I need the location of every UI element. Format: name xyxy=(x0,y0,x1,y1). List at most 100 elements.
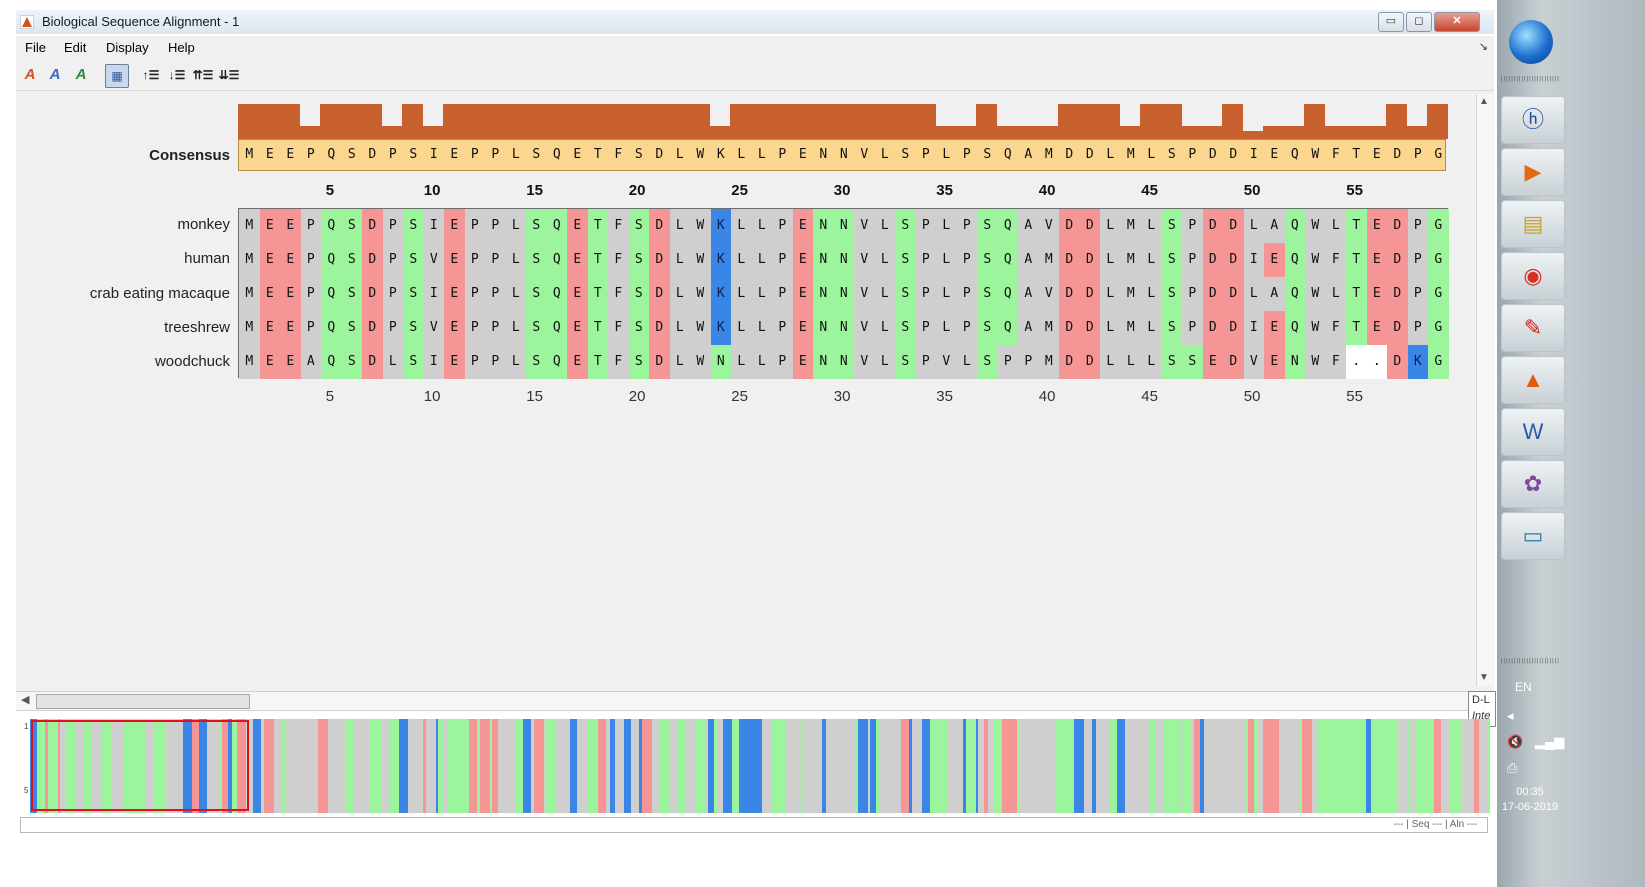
residue-cell[interactable]: D xyxy=(1079,209,1100,243)
residue-cell[interactable]: L xyxy=(1243,209,1264,243)
residue-cell[interactable]: N xyxy=(710,345,731,379)
residue-cell[interactable]: N xyxy=(813,345,834,379)
residue-cell[interactable]: V xyxy=(423,311,444,345)
residue-cell[interactable]: L xyxy=(1100,209,1121,243)
residue-cell[interactable]: S xyxy=(1161,311,1182,345)
residue-cell[interactable]: Q xyxy=(546,243,567,277)
network-signal-icon[interactable]: ▂▄▆ xyxy=(1535,734,1565,749)
residue-cell[interactable]: P xyxy=(485,277,506,311)
residue-cell[interactable]: P xyxy=(956,243,977,277)
residue-cell[interactable]: E xyxy=(259,243,280,277)
residue-cell[interactable]: P xyxy=(1407,209,1428,243)
residue-cell[interactable]: N xyxy=(813,311,834,345)
residue-cell[interactable]: P xyxy=(772,277,793,311)
indent-down-icon[interactable]: ↓☰ xyxy=(168,68,186,82)
residue-cell[interactable]: D xyxy=(362,209,383,243)
residue-cell[interactable]: P xyxy=(464,209,485,243)
residue-cell[interactable]: E xyxy=(792,277,813,311)
residue-cell[interactable]: L xyxy=(1141,277,1162,311)
residue-cell[interactable]: L xyxy=(751,277,772,311)
residue-cell[interactable]: L xyxy=(956,345,977,379)
color-change-icon[interactable]: A xyxy=(75,66,87,83)
residue-cell[interactable]: N xyxy=(813,209,834,243)
residue-cell[interactable]: Q xyxy=(997,243,1018,277)
residue-cell[interactable]: P xyxy=(915,243,936,277)
residue-cell[interactable]: L xyxy=(751,345,772,379)
residue-cell[interactable]: Q xyxy=(1284,243,1305,277)
residue-cell[interactable]: S xyxy=(341,243,362,277)
residue-cell[interactable]: L xyxy=(669,345,690,379)
residue-cell[interactable]: D xyxy=(1202,277,1223,311)
residue-cell[interactable]: S xyxy=(895,209,916,243)
residue-cell[interactable]: E xyxy=(792,345,813,379)
residue-cell[interactable]: M xyxy=(1120,311,1141,345)
window-title-bar[interactable]: Biological Sequence Alignment - 1 ▭ ◻ ✕ xyxy=(16,10,1494,34)
residue-cell[interactable]: G xyxy=(1428,277,1449,311)
residue-cell[interactable]: . xyxy=(1366,345,1387,379)
residue-cell[interactable]: S xyxy=(977,311,998,345)
residue-cell[interactable]: L xyxy=(1120,345,1141,379)
vertical-scrollbar[interactable]: ▲ ▼ xyxy=(1476,94,1495,686)
screen-icon[interactable]: ▭ xyxy=(1501,512,1565,560)
residue-cell[interactable]: T xyxy=(587,345,608,379)
residue-cell[interactable]: S xyxy=(977,277,998,311)
residue-cell[interactable]: P xyxy=(382,243,403,277)
residue-cell[interactable]: D xyxy=(1387,311,1408,345)
residue-cell[interactable]: Q xyxy=(321,277,342,311)
residue-cell[interactable]: V xyxy=(1038,277,1059,311)
residue-cell[interactable]: N xyxy=(813,277,834,311)
file-manager-icon[interactable]: ▤ xyxy=(1501,200,1565,248)
residue-cell[interactable]: I xyxy=(1243,311,1264,345)
residue-cell[interactable]: S xyxy=(628,209,649,243)
residue-cell[interactable]: L xyxy=(731,311,752,345)
residue-cell[interactable]: M xyxy=(239,209,260,243)
residue-cell[interactable]: L xyxy=(751,243,772,277)
residue-cell[interactable]: V xyxy=(423,243,444,277)
residue-cell[interactable]: L xyxy=(1243,277,1264,311)
residue-cell[interactable]: G xyxy=(1428,311,1449,345)
residue-cell[interactable]: Q xyxy=(1284,277,1305,311)
residue-cell[interactable]: P xyxy=(915,277,936,311)
residue-cell[interactable]: D xyxy=(362,277,383,311)
residue-cell[interactable]: S xyxy=(341,345,362,379)
residue-cell[interactable]: W xyxy=(1305,345,1326,379)
residue-cell[interactable]: M xyxy=(239,311,260,345)
residue-cell[interactable]: E xyxy=(1366,277,1387,311)
residue-cell[interactable]: W xyxy=(690,277,711,311)
align-top-icon[interactable]: ⇈☰ xyxy=(192,68,214,82)
residue-cell[interactable]: S xyxy=(977,243,998,277)
horizontal-scrollbar[interactable]: ◀ xyxy=(16,691,1468,711)
scroll-left-icon[interactable]: ◀ xyxy=(21,694,30,706)
residue-cell[interactable]: E xyxy=(280,345,301,379)
residue-cell[interactable]: L xyxy=(505,209,526,243)
word-icon[interactable]: W xyxy=(1501,408,1565,456)
residue-cell[interactable]: S xyxy=(895,345,916,379)
indent-up-icon[interactable]: ↑☰ xyxy=(142,68,160,82)
residue-cell[interactable]: D xyxy=(362,311,383,345)
residue-cell[interactable]: P xyxy=(300,243,321,277)
residue-cell[interactable]: K xyxy=(1407,345,1428,379)
residue-cell[interactable]: F xyxy=(608,209,629,243)
residue-cell[interactable]: Q xyxy=(997,311,1018,345)
residue-cell[interactable]: S xyxy=(1182,345,1203,379)
menu-edit[interactable]: Edit xyxy=(64,40,87,55)
residue-cell[interactable]: D xyxy=(362,345,383,379)
selected-view-icon[interactable]: ▦ xyxy=(105,64,129,88)
residue-cell[interactable]: D xyxy=(1079,277,1100,311)
residue-cell[interactable]: M xyxy=(1038,345,1059,379)
residue-cell[interactable]: E xyxy=(280,311,301,345)
residue-cell[interactable]: S xyxy=(403,243,424,277)
residue-cell[interactable]: D xyxy=(1387,243,1408,277)
residue-cell[interactable]: K xyxy=(710,209,731,243)
residue-cell[interactable]: A xyxy=(1018,209,1039,243)
residue-cell[interactable]: D xyxy=(1223,243,1244,277)
residue-cell[interactable]: N xyxy=(833,345,854,379)
sequence-name-treeshrew[interactable]: treeshrew xyxy=(164,319,230,336)
volume-muted-icon[interactable]: 🔇 xyxy=(1507,734,1524,749)
residue-cell[interactable]: Q xyxy=(1284,311,1305,345)
residue-cell[interactable]: P xyxy=(956,209,977,243)
residue-cell[interactable]: Q xyxy=(321,209,342,243)
residue-cell[interactable]: P xyxy=(1182,209,1203,243)
residue-cell[interactable]: E xyxy=(567,345,588,379)
